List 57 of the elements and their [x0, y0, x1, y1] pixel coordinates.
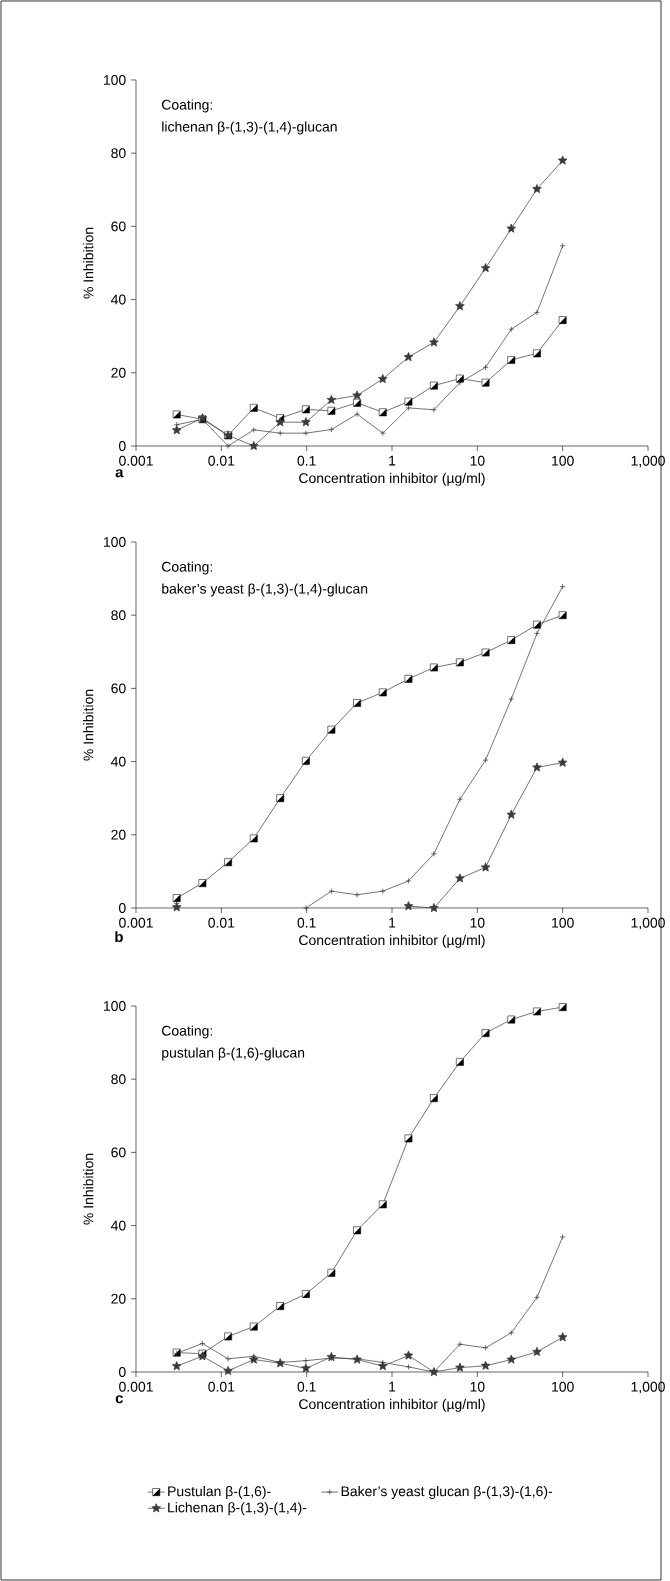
y-axis-title: % Inhibition [83, 227, 94, 299]
y-tick-label: 80 [111, 610, 126, 621]
annotation: Coating: [161, 1025, 212, 1039]
y-tick-label: 20 [111, 367, 126, 378]
legend-label: Lichenan β-(1,3)-(1,4)- [168, 1502, 307, 1516]
y-tick-label: 60 [111, 1147, 126, 1158]
y-tick-label: 20 [111, 829, 126, 840]
y-tick-label: 40 [110, 1220, 126, 1231]
annotation: baker’s yeast β-(1,3)-(1,4)-glucan [162, 583, 368, 597]
text: a [115, 469, 124, 478]
y-tick-label: 100 [103, 537, 126, 547]
legend-label: Pustulan β-(1,6)- [168, 1485, 271, 1499]
x-tick-label: 0.001 [119, 917, 153, 928]
y-tick-label: 80 [111, 148, 126, 159]
x-tick-label: 1 [389, 1381, 396, 1392]
x-tick-label: 1,000 [631, 1381, 665, 1394]
annotation: pustulan β-(1,6)-glucan [162, 1047, 305, 1061]
x-tick-label: 100 [552, 917, 574, 928]
x-tick-label: 10 [470, 455, 485, 466]
x-tick-label: 0.1 [297, 455, 316, 466]
x-tick-label: 0.001 [119, 455, 153, 466]
x-axis-title: Concentration inhibitor (µg/ml) [299, 934, 485, 948]
x-tick-label: 10 [470, 1381, 485, 1392]
y-tick-label: 0 [118, 441, 126, 451]
x-axis-title: Concentration inhibitor (µg/ml) [299, 1398, 485, 1412]
legend-label: Baker’s yeast glucan β-(1,3)-(1,6)- [341, 1485, 553, 1499]
x-tick-label: 0.01 [208, 917, 235, 928]
text: c [115, 1395, 123, 1404]
y-tick-label: 40 [110, 756, 126, 767]
y-tick-label: 60 [111, 683, 126, 694]
y-axis-title: % Inhibition [83, 689, 94, 761]
x-tick-label: 1,000 [631, 917, 665, 930]
annotation: lichenan β-(1,3)-(1,4)-glucan [162, 121, 337, 135]
x-tick-label: 1 [389, 455, 396, 466]
x-tick-label: 0.001 [119, 1381, 153, 1392]
y-tick-label: 40 [110, 294, 126, 305]
x-tick-label: 0.01 [208, 1381, 235, 1392]
y-tick-label: 0 [118, 1367, 126, 1377]
y-tick-label: 20 [111, 1293, 126, 1304]
x-tick-label: 0.1 [297, 917, 316, 928]
annotation: Coating: [161, 561, 212, 575]
y-axis-title: % Inhibition [83, 1153, 94, 1225]
x-tick-label: 1,000 [631, 455, 665, 468]
x-tick-label: 1 [389, 917, 396, 928]
x-tick-label: 10 [470, 917, 485, 928]
text: b [115, 931, 123, 943]
x-tick-label: 100 [552, 1381, 574, 1392]
x-axis-title: Concentration inhibitor (µg/ml) [299, 472, 485, 486]
y-tick-label: 100 [103, 75, 126, 85]
x-tick-label: 0.01 [208, 455, 235, 466]
x-tick-label: 100 [552, 455, 574, 466]
x-tick-label: 0.1 [297, 1381, 316, 1392]
annotation: Coating: [161, 99, 212, 113]
y-tick-label: 100 [103, 1001, 126, 1011]
y-tick-label: 0 [118, 903, 126, 913]
y-tick-label: 60 [111, 221, 126, 232]
y-tick-label: 80 [111, 1074, 126, 1085]
